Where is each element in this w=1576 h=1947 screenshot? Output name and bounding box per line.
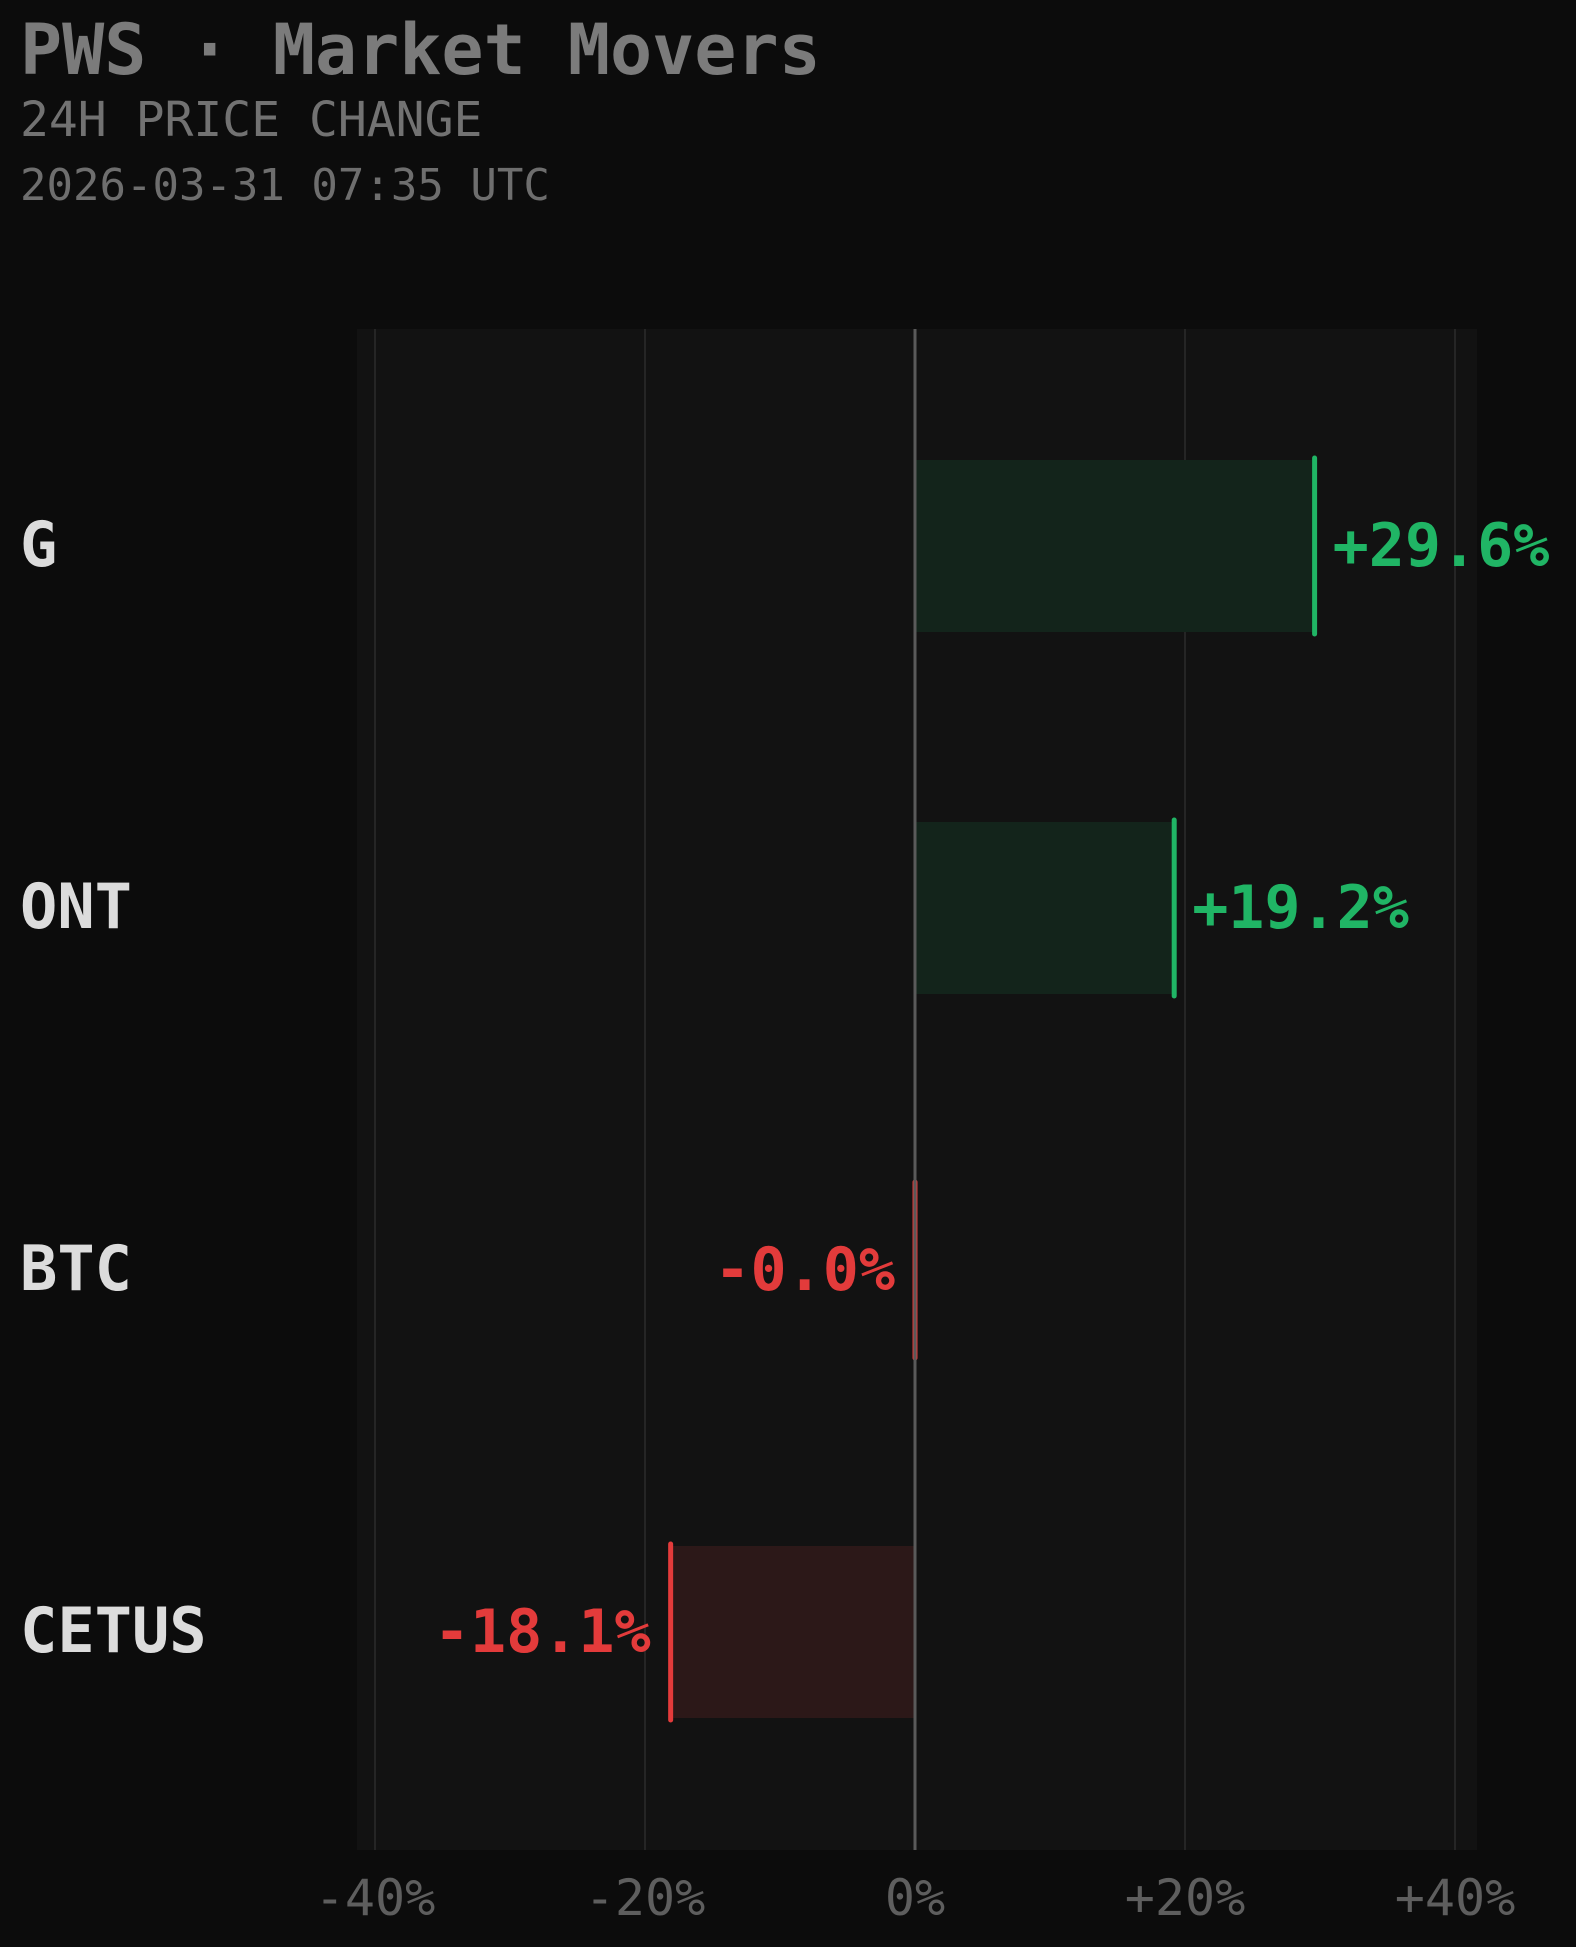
ticker-label: BTC	[20, 1232, 132, 1305]
value-label: +19.2%	[1192, 873, 1409, 943]
value-label: -18.1%	[434, 1597, 651, 1667]
bar	[670, 1546, 915, 1718]
ticker-label: CETUS	[20, 1594, 207, 1667]
x-tick-label: +40%	[1395, 1869, 1515, 1927]
value-label: -0.0%	[714, 1235, 895, 1305]
page-title: PWS · Market Movers	[20, 9, 821, 91]
value-label: +29.6%	[1333, 511, 1550, 581]
x-tick-label: -40%	[315, 1869, 435, 1927]
x-tick-label: +20%	[1125, 1869, 1245, 1927]
page-subtitle: 24H PRICE CHANGE	[20, 92, 483, 148]
timestamp: 2026-03-31 07:35 UTC	[20, 160, 550, 211]
ticker-label: G	[20, 508, 57, 581]
x-tick-label: -20%	[585, 1869, 705, 1927]
ticker-label: ONT	[20, 870, 132, 943]
bar	[915, 822, 1175, 994]
x-tick-label: 0%	[885, 1869, 945, 1927]
bar	[915, 460, 1315, 632]
